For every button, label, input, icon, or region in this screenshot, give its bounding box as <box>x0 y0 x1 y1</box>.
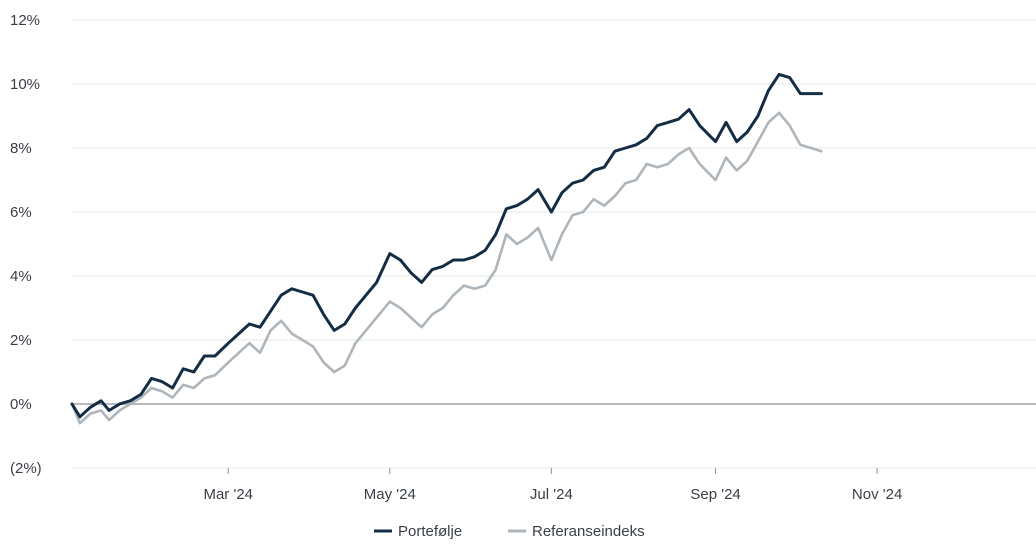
x-tick-label: Jul '24 <box>530 486 573 503</box>
x-tick-label: Mar '24 <box>203 486 253 503</box>
y-tick-label: (2%) <box>10 460 42 477</box>
y-tick-label: 10% <box>10 76 40 93</box>
y-tick-label: 0% <box>10 396 32 413</box>
series-line-benchmark <box>70 111 823 425</box>
x-tick-label: May '24 <box>364 486 416 503</box>
y-tick-label: 12% <box>10 12 40 29</box>
legend-benchmark-label: Referanseindeks <box>532 523 645 540</box>
x-tick-label: Sep '24 <box>690 486 740 503</box>
y-tick-label: 8% <box>10 140 32 157</box>
x-tick-label: Nov '24 <box>852 486 902 503</box>
y-tick-label: 4% <box>10 268 32 285</box>
series-line-portfolio <box>70 72 823 419</box>
y-tick-label: 2% <box>10 332 32 349</box>
legend-portfolio-label: Portefølje <box>398 523 462 540</box>
y-tick-label: 6% <box>10 204 32 221</box>
